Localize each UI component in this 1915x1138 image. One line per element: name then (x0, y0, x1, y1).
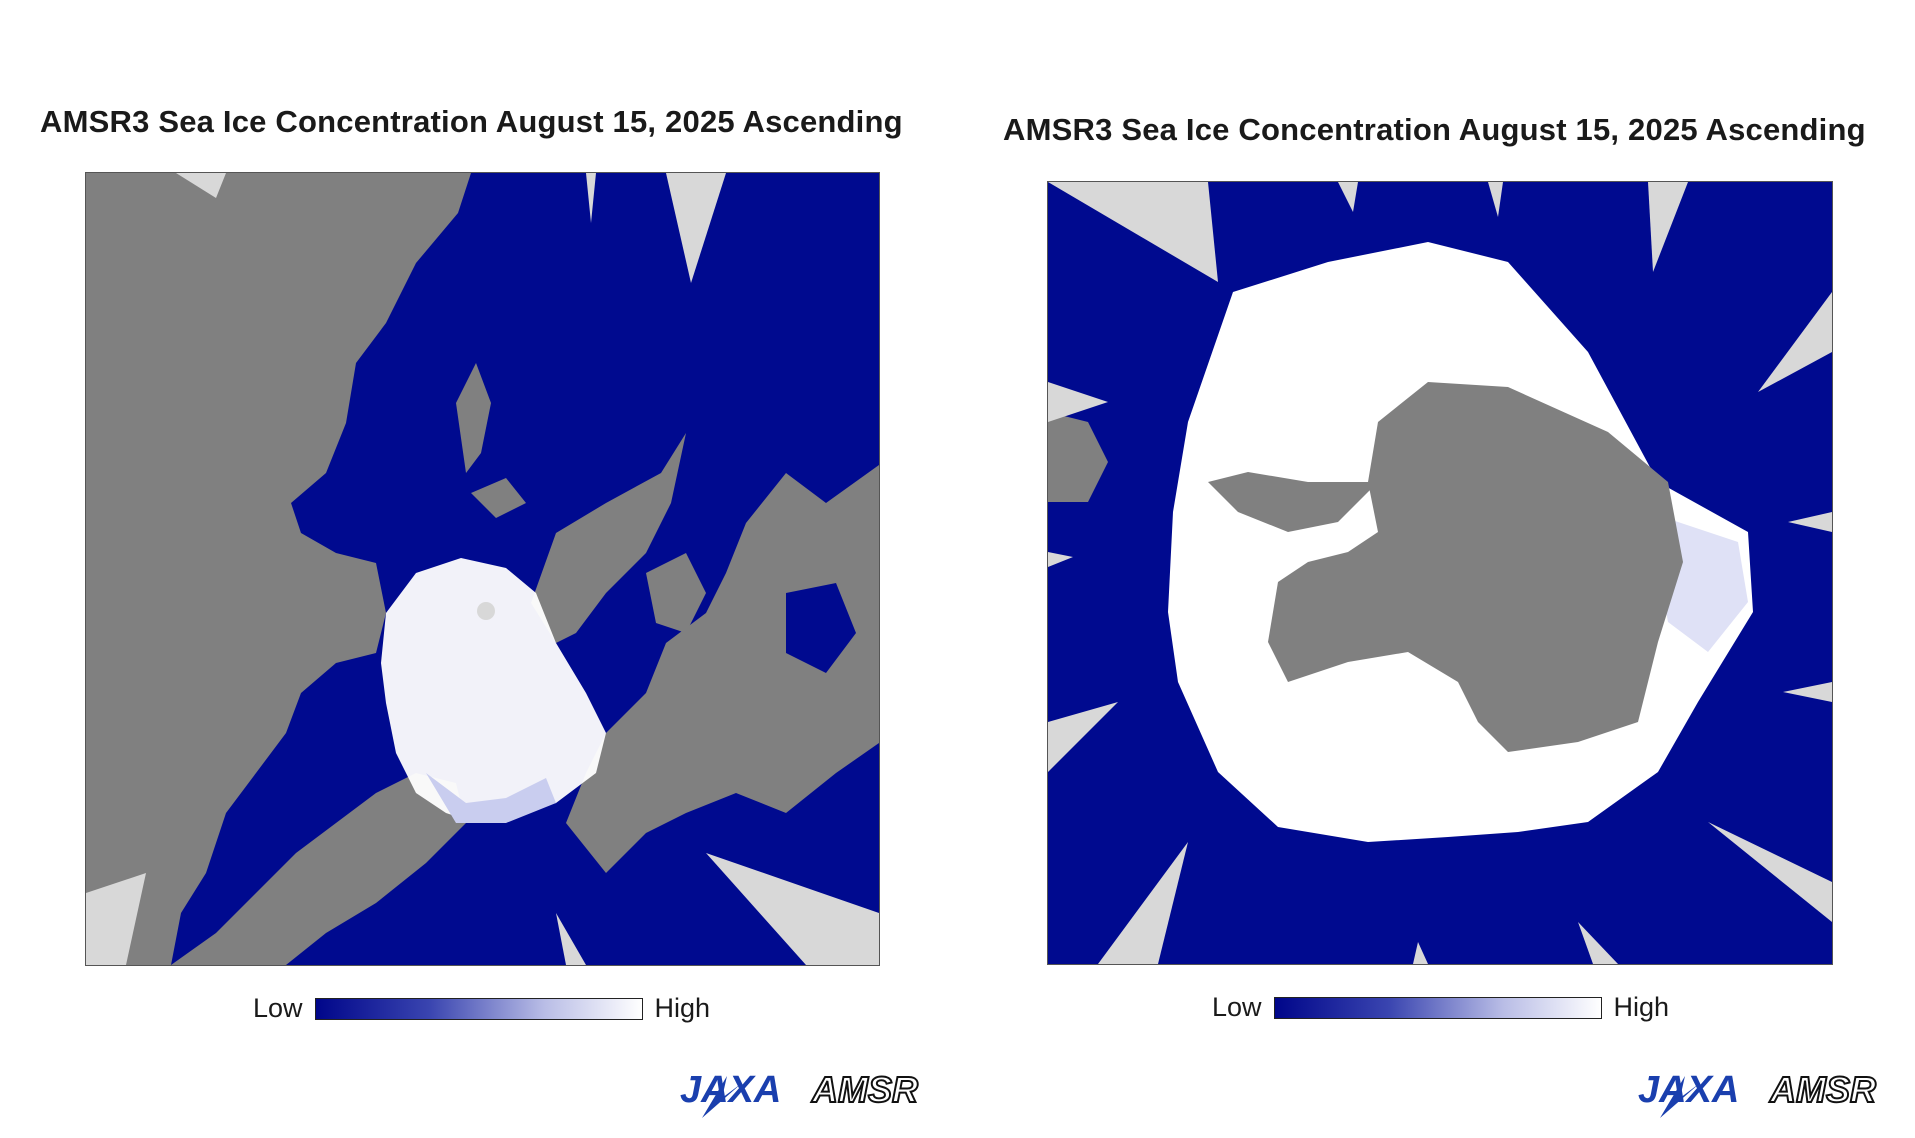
no-data-wedge (1098, 842, 1188, 964)
no-data-wedge (1708, 822, 1832, 922)
south-america-land (1048, 412, 1108, 502)
no-data-wedge (1048, 702, 1118, 772)
novaya-zemlya-land (456, 363, 491, 473)
eurasia-land (86, 173, 471, 965)
no-data-wedge (556, 913, 586, 965)
no-data-wedge (1783, 682, 1832, 702)
no-data-wedge (586, 173, 596, 223)
jaxa-logo: JAXA (680, 1069, 781, 1111)
amsr-logo: AMSR (1769, 1069, 1876, 1110)
north-america-land (566, 465, 879, 873)
logo-group: JAXA AMSR (1638, 1068, 1877, 1118)
scandinavia-land (171, 773, 466, 965)
no-data-wedge (1048, 182, 1218, 282)
island-land (471, 478, 526, 518)
jaxa-swoosh-icon (1660, 1076, 1700, 1118)
south-logos: JAXA AMSR (1630, 1058, 1900, 1133)
antarctic-map-graphic (1048, 182, 1832, 964)
arctic-sea-ice-map (85, 172, 880, 966)
antarctic-sea-ice-map (1047, 181, 1833, 965)
no-data-wedge (1788, 512, 1832, 532)
jaxa-swoosh-icon (702, 1076, 742, 1118)
hudson-bay-water (786, 583, 856, 673)
no-data-wedge (1413, 942, 1428, 964)
no-data-wedge (666, 173, 726, 283)
no-data-wedge (176, 173, 226, 198)
no-data-wedge (1338, 182, 1358, 212)
south-map-title: AMSR3 Sea Ice Concentration August 15, 2… (1003, 112, 1866, 147)
jaxa-logo: JAXA (1638, 1069, 1739, 1111)
no-data-wedge (1758, 292, 1832, 392)
legend-color-bar (1273, 996, 1602, 1019)
canadian-archipelago-land (646, 553, 706, 633)
south-color-legend: Low High (1212, 992, 1669, 1023)
no-data-wedge (1648, 182, 1688, 272)
north-logos: JAXA AMSR (672, 1058, 942, 1133)
logo-group: JAXA AMSR (680, 1068, 919, 1118)
no-data-wedge (1578, 922, 1618, 964)
legend-high-label: High (654, 993, 711, 1023)
no-data-wedge (1488, 182, 1503, 217)
north-map-title: AMSR3 Sea Ice Concentration August 15, 2… (40, 104, 903, 139)
ice-edge-light (426, 773, 556, 823)
legend-color-bar (314, 997, 643, 1020)
legend-low-label: Low (1212, 992, 1262, 1022)
antarctica-land (1268, 382, 1683, 752)
north-color-legend: Low High (253, 993, 710, 1024)
legend-low-label: Low (253, 993, 303, 1023)
no-data-wedge (1048, 552, 1073, 567)
antarctic-peninsula-land (1208, 472, 1378, 532)
arctic-sea-ice (381, 558, 606, 823)
no-data-wedge (1048, 382, 1108, 422)
amsr-logo: AMSR (811, 1069, 918, 1110)
legend-high-label: High (1613, 992, 1670, 1022)
arctic-map-graphic (86, 173, 879, 965)
no-data-wedge (86, 873, 146, 965)
no-data-wedge (706, 853, 879, 965)
greenland-land (531, 433, 686, 643)
pole-hole (477, 602, 495, 620)
